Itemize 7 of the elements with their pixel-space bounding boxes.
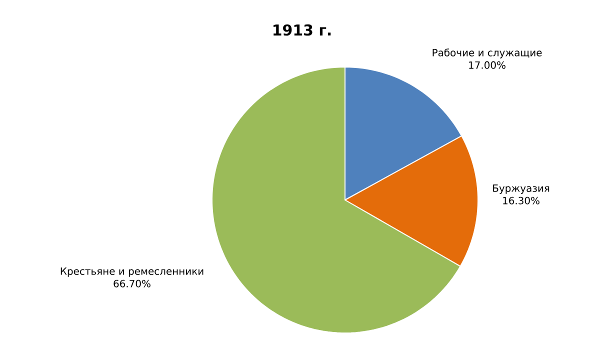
slice-label: Крестьяне и ремесленники (60, 268, 204, 277)
data-label: 16.30% (503, 196, 540, 204)
slice-label: Рабочие и служащие (432, 48, 542, 58)
slice-label: Буржуазия (493, 184, 550, 194)
chart-title: 1913 г. (274, 24, 331, 36)
data-label: 17.00% (469, 61, 506, 69)
data-label: 66.70% (114, 280, 150, 288)
